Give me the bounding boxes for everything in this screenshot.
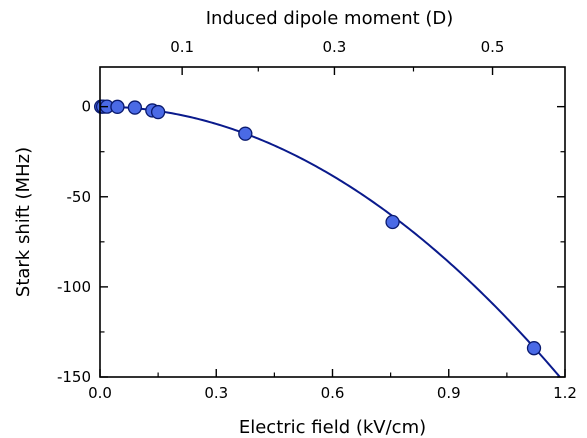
y-tick-label: -150 — [57, 368, 91, 386]
top-axis-title: Induced dipole moment (D) — [206, 8, 454, 29]
ticks-layer: 0.0 0.3 0.6 0.9 1.2 0 -50 -100 -150 0.1 0.3 0.5 — [57, 38, 577, 402]
data-point — [127, 100, 143, 115]
x-tick-label: 0.0 — [88, 384, 112, 402]
x-tick-label: 0.9 — [437, 384, 461, 402]
data-point — [110, 99, 125, 114]
fit-curve — [99, 105, 561, 378]
data-point — [150, 104, 166, 120]
x-tick-label: 0.3 — [204, 384, 228, 402]
y-tick-label: 0 — [81, 98, 91, 116]
top-tick-label: 0.3 — [323, 38, 347, 56]
y-tick-label: -100 — [57, 278, 91, 296]
data-point — [238, 126, 253, 141]
top-tick-label: 0.1 — [170, 38, 194, 56]
y-axis-title: Stark shift (MHz) — [13, 147, 34, 297]
y-tick-label: -50 — [67, 188, 92, 206]
fit-curve-layer — [99, 105, 561, 378]
x-tick-label: 0.6 — [321, 384, 345, 402]
data-point — [385, 214, 400, 230]
x-axis-title: Electric field (kV/cm) — [239, 417, 426, 438]
data-points-layer — [94, 99, 542, 356]
data-point — [526, 341, 542, 356]
top-tick-label: 0.5 — [481, 38, 505, 56]
x-tick-label: 1.2 — [553, 384, 577, 402]
